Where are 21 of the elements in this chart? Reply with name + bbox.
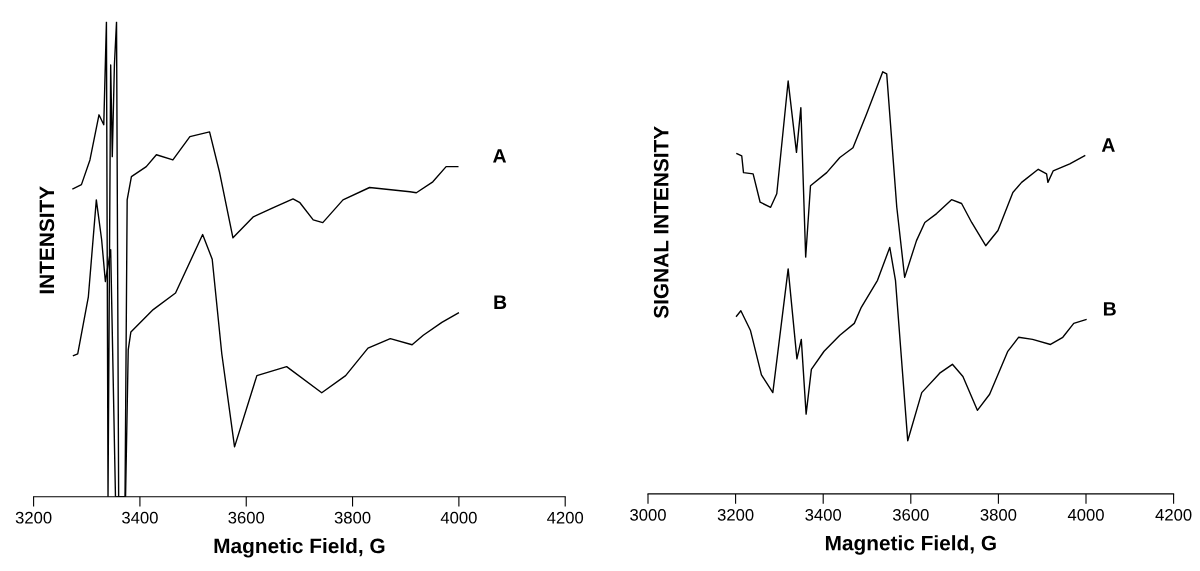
x-tick-label: 3400 — [122, 511, 158, 524]
x-tick-label: 3800 — [334, 511, 371, 524]
x-tick-label: 3200 — [15, 511, 52, 524]
x-tick-label: 3800 — [980, 508, 1017, 521]
y-axis-title: SIGNAL INTENSITY — [653, 126, 669, 319]
x-tick-label: 3600 — [892, 508, 929, 521]
x-tick-label: 4000 — [1067, 508, 1104, 521]
x-tick-label: 4200 — [1155, 508, 1192, 521]
x-tick-label: 3000 — [630, 508, 666, 521]
x-tick-label: 3400 — [805, 508, 842, 521]
x-axis-title: Magnetic Field, G — [825, 535, 996, 555]
x-tick-label: 4200 — [547, 511, 584, 524]
x-tick-label: 3600 — [228, 511, 265, 524]
x-tick-label: 3200 — [717, 508, 754, 521]
x-axis-title: Magnetic Field, G — [214, 538, 385, 558]
series-label: B — [1103, 302, 1116, 316]
series-label: B — [494, 295, 507, 309]
y-axis-title: INTENSITY — [39, 186, 55, 294]
series-label: A — [1101, 138, 1115, 152]
series-label: A — [493, 149, 507, 163]
x-tick-label: 4000 — [440, 511, 477, 524]
